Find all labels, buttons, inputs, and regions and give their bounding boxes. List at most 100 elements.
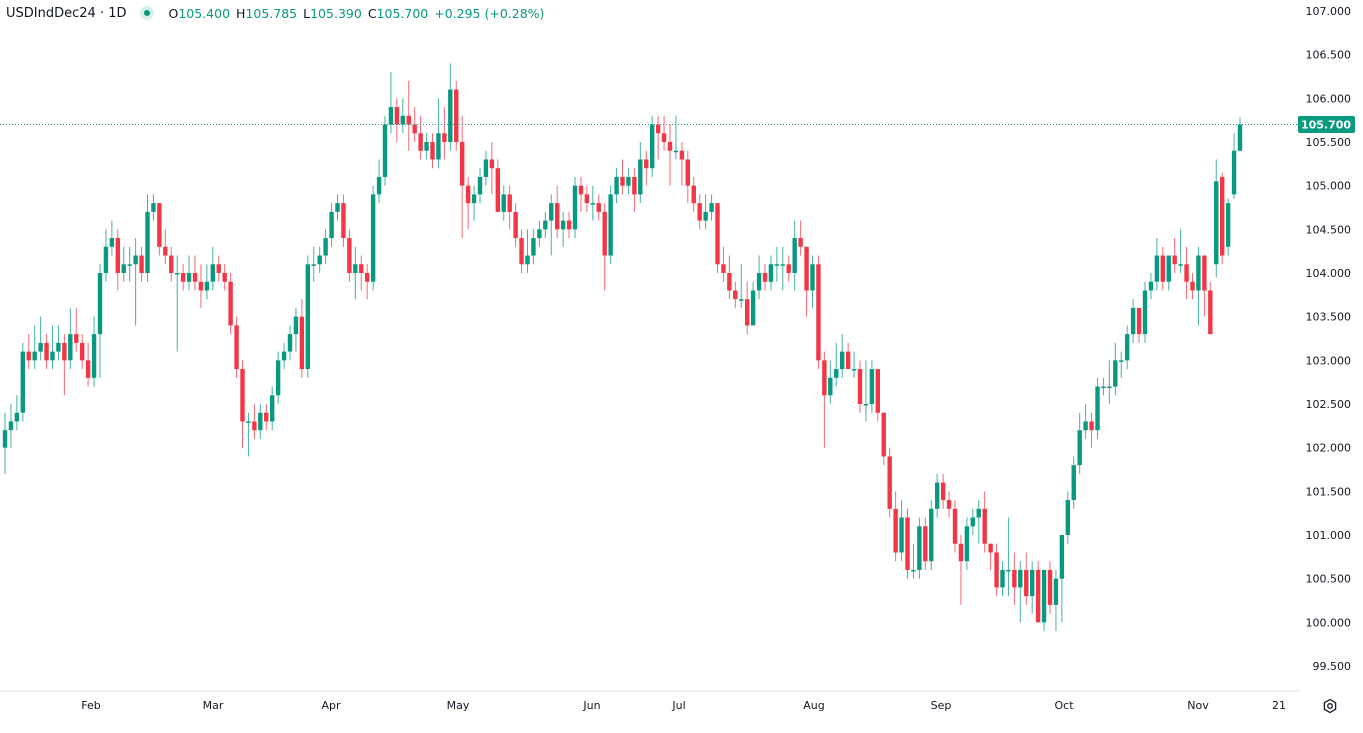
candle-body	[74, 334, 79, 343]
candle-body	[97, 273, 103, 335]
candle	[964, 517, 970, 570]
candle	[459, 115, 465, 239]
candle-body	[1190, 281, 1195, 291]
candle	[388, 72, 394, 134]
candle-body	[1035, 569, 1041, 623]
candle-body	[1160, 255, 1166, 282]
candle-body	[709, 203, 714, 212]
candle-body	[560, 220, 566, 230]
candle	[293, 307, 299, 352]
candle	[566, 211, 572, 239]
price-tick-label: 100.500	[1306, 573, 1352, 586]
candle-body	[721, 264, 726, 273]
candle-body	[537, 229, 542, 239]
candle-body	[216, 264, 221, 273]
candle-body	[436, 133, 441, 160]
candle	[501, 185, 506, 221]
candle	[495, 159, 501, 212]
candle	[816, 255, 821, 370]
candle-body	[946, 500, 952, 509]
candle	[1113, 342, 1118, 396]
candle-body	[578, 185, 584, 195]
market-status-dot-icon	[140, 6, 155, 20]
candle-body	[958, 543, 964, 562]
candle-body	[222, 273, 227, 282]
price-axis[interactable]: 107.000 106.500 106.000 105.500 105.000 104.5…	[1306, 5, 1352, 673]
time-tick-label: Nov	[1187, 699, 1209, 712]
candle	[893, 491, 898, 562]
candle	[620, 159, 625, 195]
candle-body	[1172, 255, 1177, 265]
candle	[186, 255, 192, 291]
candle	[477, 168, 483, 204]
candle-body	[192, 273, 198, 282]
candle-body	[157, 203, 162, 247]
candle	[264, 404, 269, 431]
candle-body	[929, 508, 934, 562]
candle	[899, 500, 904, 562]
candle-body	[519, 238, 524, 265]
candle-body	[234, 325, 239, 370]
time-axis[interactable]: Feb Mar Apr May Jun Jul Aug Sep Oct Nov 21	[81, 699, 1286, 712]
candle-body	[834, 369, 839, 378]
candle-body	[762, 273, 768, 282]
candle-body	[994, 552, 999, 588]
candle-body	[792, 238, 797, 273]
candle	[364, 264, 370, 300]
candle-body	[875, 369, 881, 413]
candle-body	[317, 255, 322, 265]
candle	[1124, 325, 1130, 370]
candle	[632, 168, 637, 212]
candle	[750, 281, 756, 326]
time-tick-label: Apr	[321, 699, 341, 712]
candle	[169, 246, 174, 282]
settings-gear-icon[interactable]	[1322, 698, 1338, 714]
candle	[204, 264, 210, 300]
candle-body	[347, 238, 352, 273]
candle	[299, 299, 305, 378]
candle-body	[679, 150, 685, 160]
candle-body	[911, 569, 916, 572]
candle	[596, 194, 601, 221]
candle	[952, 500, 958, 553]
candle	[1119, 351, 1124, 378]
candle-body	[1041, 569, 1047, 623]
candle-body	[525, 255, 530, 265]
candle-body	[697, 203, 702, 221]
candle	[347, 229, 352, 282]
candle-body	[376, 176, 382, 195]
candle-body	[1178, 264, 1183, 266]
candle-body	[1154, 255, 1160, 282]
candle-body	[252, 421, 257, 431]
candle	[578, 176, 584, 212]
candle-body	[739, 299, 744, 301]
symbol-title[interactable]: USDIndDec24 · 1D	[6, 5, 127, 21]
candle-body	[1071, 465, 1076, 501]
candle	[531, 229, 536, 265]
candle-body	[857, 369, 863, 404]
candle-body	[246, 421, 251, 423]
candle-body	[394, 107, 400, 125]
candle	[103, 229, 109, 282]
candle	[454, 80, 459, 151]
candle-body	[1219, 176, 1225, 256]
candle	[1000, 561, 1005, 597]
candle	[2, 412, 8, 474]
candle-body	[1136, 307, 1142, 335]
candle	[394, 98, 400, 142]
candle	[1047, 561, 1053, 614]
price-tick-label: 105.500	[1306, 136, 1352, 149]
candle-body	[1237, 124, 1243, 151]
candle	[74, 307, 79, 352]
candle	[281, 342, 287, 370]
candle	[79, 334, 85, 370]
candle-body	[584, 194, 590, 204]
candle	[1006, 517, 1011, 597]
candle-body	[109, 238, 115, 247]
candle-body	[305, 264, 311, 370]
candle	[222, 264, 227, 291]
low-label: L	[303, 5, 311, 21]
candle-body	[881, 412, 886, 457]
candle	[638, 142, 643, 204]
